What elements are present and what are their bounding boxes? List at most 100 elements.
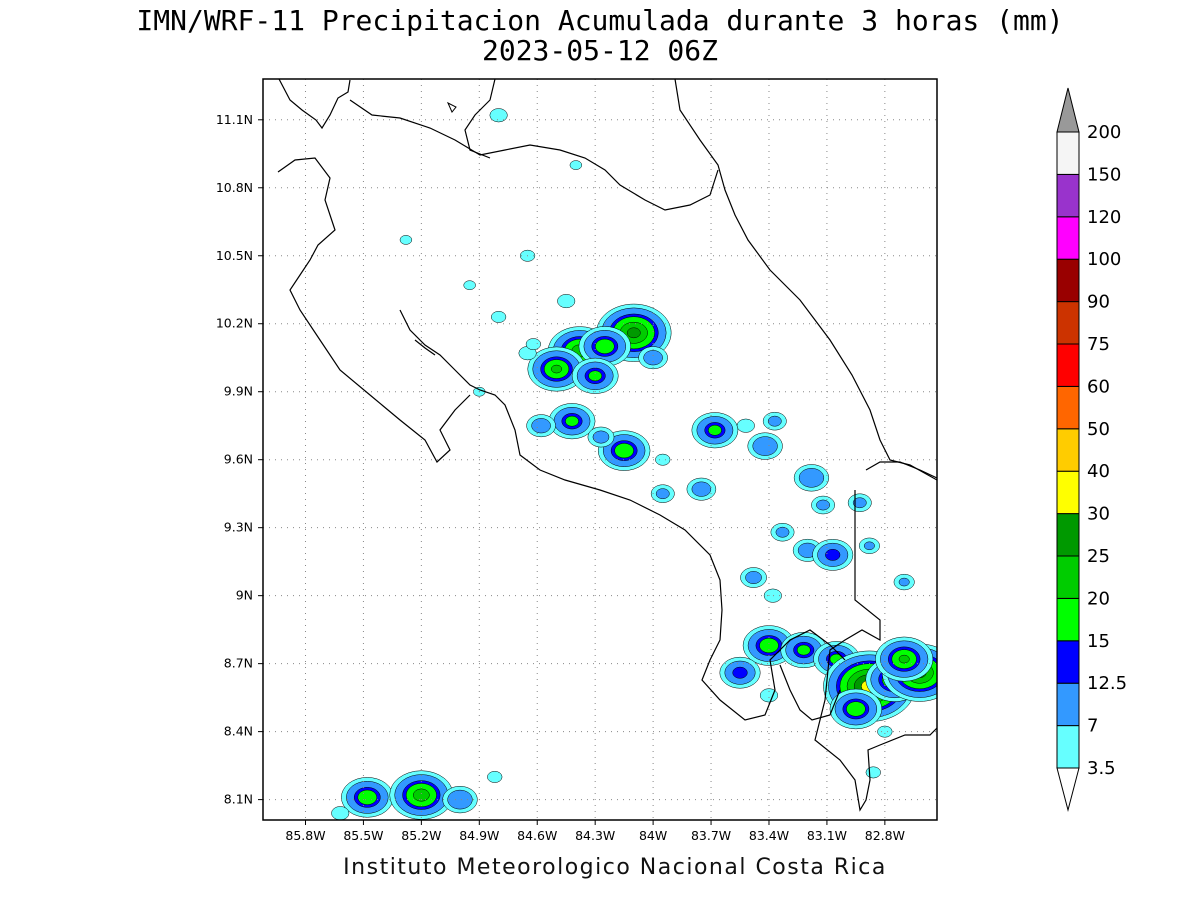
lat-tick-label: 10.2N	[216, 316, 253, 331]
precip-contour	[487, 771, 503, 783]
precip-contour	[767, 415, 782, 427]
lon-tick-label: 85.5W	[343, 828, 383, 843]
precip-cell	[638, 346, 668, 370]
lon-tick-label: 84.9W	[459, 828, 499, 843]
colorbar-high-cap	[1056, 87, 1080, 133]
precip-contour	[447, 789, 473, 810]
map-title: IMN/WRF-11 Precipitacion Acumulada duran…	[136, 4, 1064, 37]
precip-cell	[740, 567, 767, 588]
lat-tick-label: 9.9N	[224, 384, 253, 399]
precip-cell	[548, 403, 596, 440]
precip-contour	[399, 235, 413, 245]
precip-cell	[812, 539, 854, 571]
precip-contour	[745, 571, 762, 584]
colorbar-label: 90	[1087, 292, 1110, 313]
colorbar-label: 25	[1087, 546, 1110, 567]
precip-cell	[691, 412, 739, 449]
precip-contour	[592, 430, 610, 444]
precip-contour	[525, 338, 541, 351]
lon-tick-label: 85.8W	[285, 828, 325, 843]
lat-tick-label: 8.7N	[224, 656, 253, 671]
lon-tick-label: 85.2W	[401, 828, 441, 843]
precip-contour	[569, 160, 583, 170]
colorbar-label: 30	[1087, 504, 1110, 525]
precip-contour	[708, 424, 722, 436]
lat-tick-label: 10.8N	[216, 180, 253, 195]
colorbar-swatch	[1056, 682, 1080, 727]
precip-contour	[816, 499, 830, 511]
precip-cell	[526, 414, 556, 438]
precip-contour	[877, 725, 893, 738]
lon-tick-label: 84W	[639, 828, 667, 843]
map-subtitle-datetime: 2023-05-12 06Z	[481, 34, 718, 67]
colorbar-legend: 3.5 7 12.5 15 20 25 30 40 50 60 75 90 100 120 150 200	[1056, 87, 1127, 812]
precip-cell	[762, 411, 787, 431]
lat-tick-label: 9N	[236, 588, 253, 603]
lon-tick-label: 83.1W	[807, 828, 847, 843]
lat-tick-label: 9.3N	[224, 520, 253, 535]
precip-cell	[655, 453, 671, 466]
colorbar-label: 75	[1087, 334, 1110, 355]
precip-contour	[551, 364, 562, 374]
precip-contour	[643, 350, 663, 366]
colorbar-swatch	[1056, 597, 1080, 642]
precip-cell	[491, 311, 507, 323]
precip-cell	[811, 495, 835, 515]
colorbar-label: 12.5	[1087, 673, 1127, 694]
precip-cell	[571, 357, 619, 394]
lon-tick-label: 84.6W	[517, 828, 557, 843]
precip-cell	[719, 656, 761, 689]
colorbar-swatch	[1056, 470, 1080, 515]
precip-contour	[852, 497, 867, 509]
precip-contour	[732, 666, 748, 679]
precip-contour	[796, 644, 811, 656]
colorbar-label: 200	[1087, 122, 1121, 143]
colorbar-swatch	[1056, 173, 1080, 218]
colorbar-label: 3.5	[1087, 758, 1116, 779]
lat-tick-label: 8.1N	[224, 792, 253, 807]
precip-contour	[331, 806, 350, 820]
precip-contour	[588, 370, 603, 382]
precip-contour	[655, 453, 671, 466]
precip-cell	[557, 294, 576, 309]
precip-contour	[798, 468, 825, 488]
colorbar-swatch	[1056, 343, 1080, 387]
colorbar-label: 40	[1087, 461, 1110, 482]
precip-cell	[877, 725, 893, 738]
precip-cell	[829, 688, 883, 730]
lon-tick-label: 84.3W	[575, 828, 615, 843]
precip-cell	[525, 338, 541, 351]
lat-tick-label: 9.6N	[224, 452, 253, 467]
precip-cell	[527, 346, 586, 392]
precip-contour	[775, 526, 790, 538]
colorbar-label: 120	[1087, 207, 1121, 228]
precip-cell	[763, 588, 782, 603]
precip-contour	[626, 327, 641, 339]
precip-cell	[770, 523, 795, 542]
axis-ticks: 85.8W 85.5W 85.2W 84.9W 84.6W 84.3W 84W 83.7W 83…	[216, 112, 905, 843]
precip-contour	[825, 548, 841, 561]
colorbar-label: 60	[1087, 376, 1110, 397]
precip-cell	[487, 771, 503, 783]
precip-cell	[893, 573, 915, 591]
precip-contour	[557, 294, 576, 309]
precip-contour	[898, 654, 910, 664]
lon-tick-label: 83.7W	[691, 828, 731, 843]
precip-contour	[759, 637, 779, 654]
precip-cell	[847, 493, 872, 512]
precip-contour	[846, 701, 866, 717]
precip-contour	[736, 418, 755, 433]
lat-tick-label: 8.4N	[224, 724, 253, 739]
colorbar-label: 20	[1087, 588, 1110, 609]
precip-cell	[578, 326, 632, 367]
precip-cell	[569, 160, 583, 170]
colorbar-swatch	[1056, 385, 1080, 430]
lat-tick-label: 10.5N	[216, 248, 253, 263]
precip-contour	[691, 481, 712, 497]
footer-credit: Instituto Meteorologico Nacional Costa R…	[343, 855, 887, 880]
colorbar-swatch	[1056, 555, 1080, 599]
colorbar-swatch	[1056, 301, 1080, 345]
colorbar-label: 50	[1087, 419, 1110, 440]
colorbar-swatch	[1056, 513, 1080, 557]
precip-cell	[463, 280, 476, 291]
